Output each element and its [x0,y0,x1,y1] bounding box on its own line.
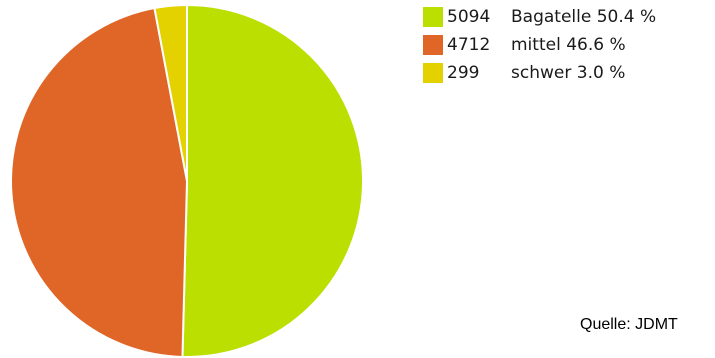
legend-percent: 50.4 % [596,7,657,27]
legend-percent: 46.6 % [566,35,626,55]
legend-value: 5094 [447,7,491,27]
legend-swatch-schwer [423,63,443,83]
legend-value: 299 [447,63,480,83]
pie-slice-schwer [153,3,188,182]
legend-item-mittel: 4712 mittel 46.6 % [423,31,656,59]
legend-swatch-mittel [423,35,443,55]
legend-label: Bagatelle [511,7,592,27]
legend-item-schwer: 299 schwer 3.0 % [423,59,656,87]
legend-percent: 3.0 % [576,63,626,83]
pie-slice-bagatelle [181,3,364,358]
legend-swatch-bagatelle [423,7,443,27]
legend: 5094 Bagatelle 50.4 % 4712 mittel 46.6 %… [423,3,656,87]
legend-label: mittel [511,35,561,55]
legend-label: schwer [511,63,572,83]
pie-slice-mittel [10,6,189,358]
source-note: Quelle: JDMT [580,316,678,333]
legend-item-bagatelle: 5094 Bagatelle 50.4 % [423,3,656,31]
legend-value: 4712 [447,35,491,55]
